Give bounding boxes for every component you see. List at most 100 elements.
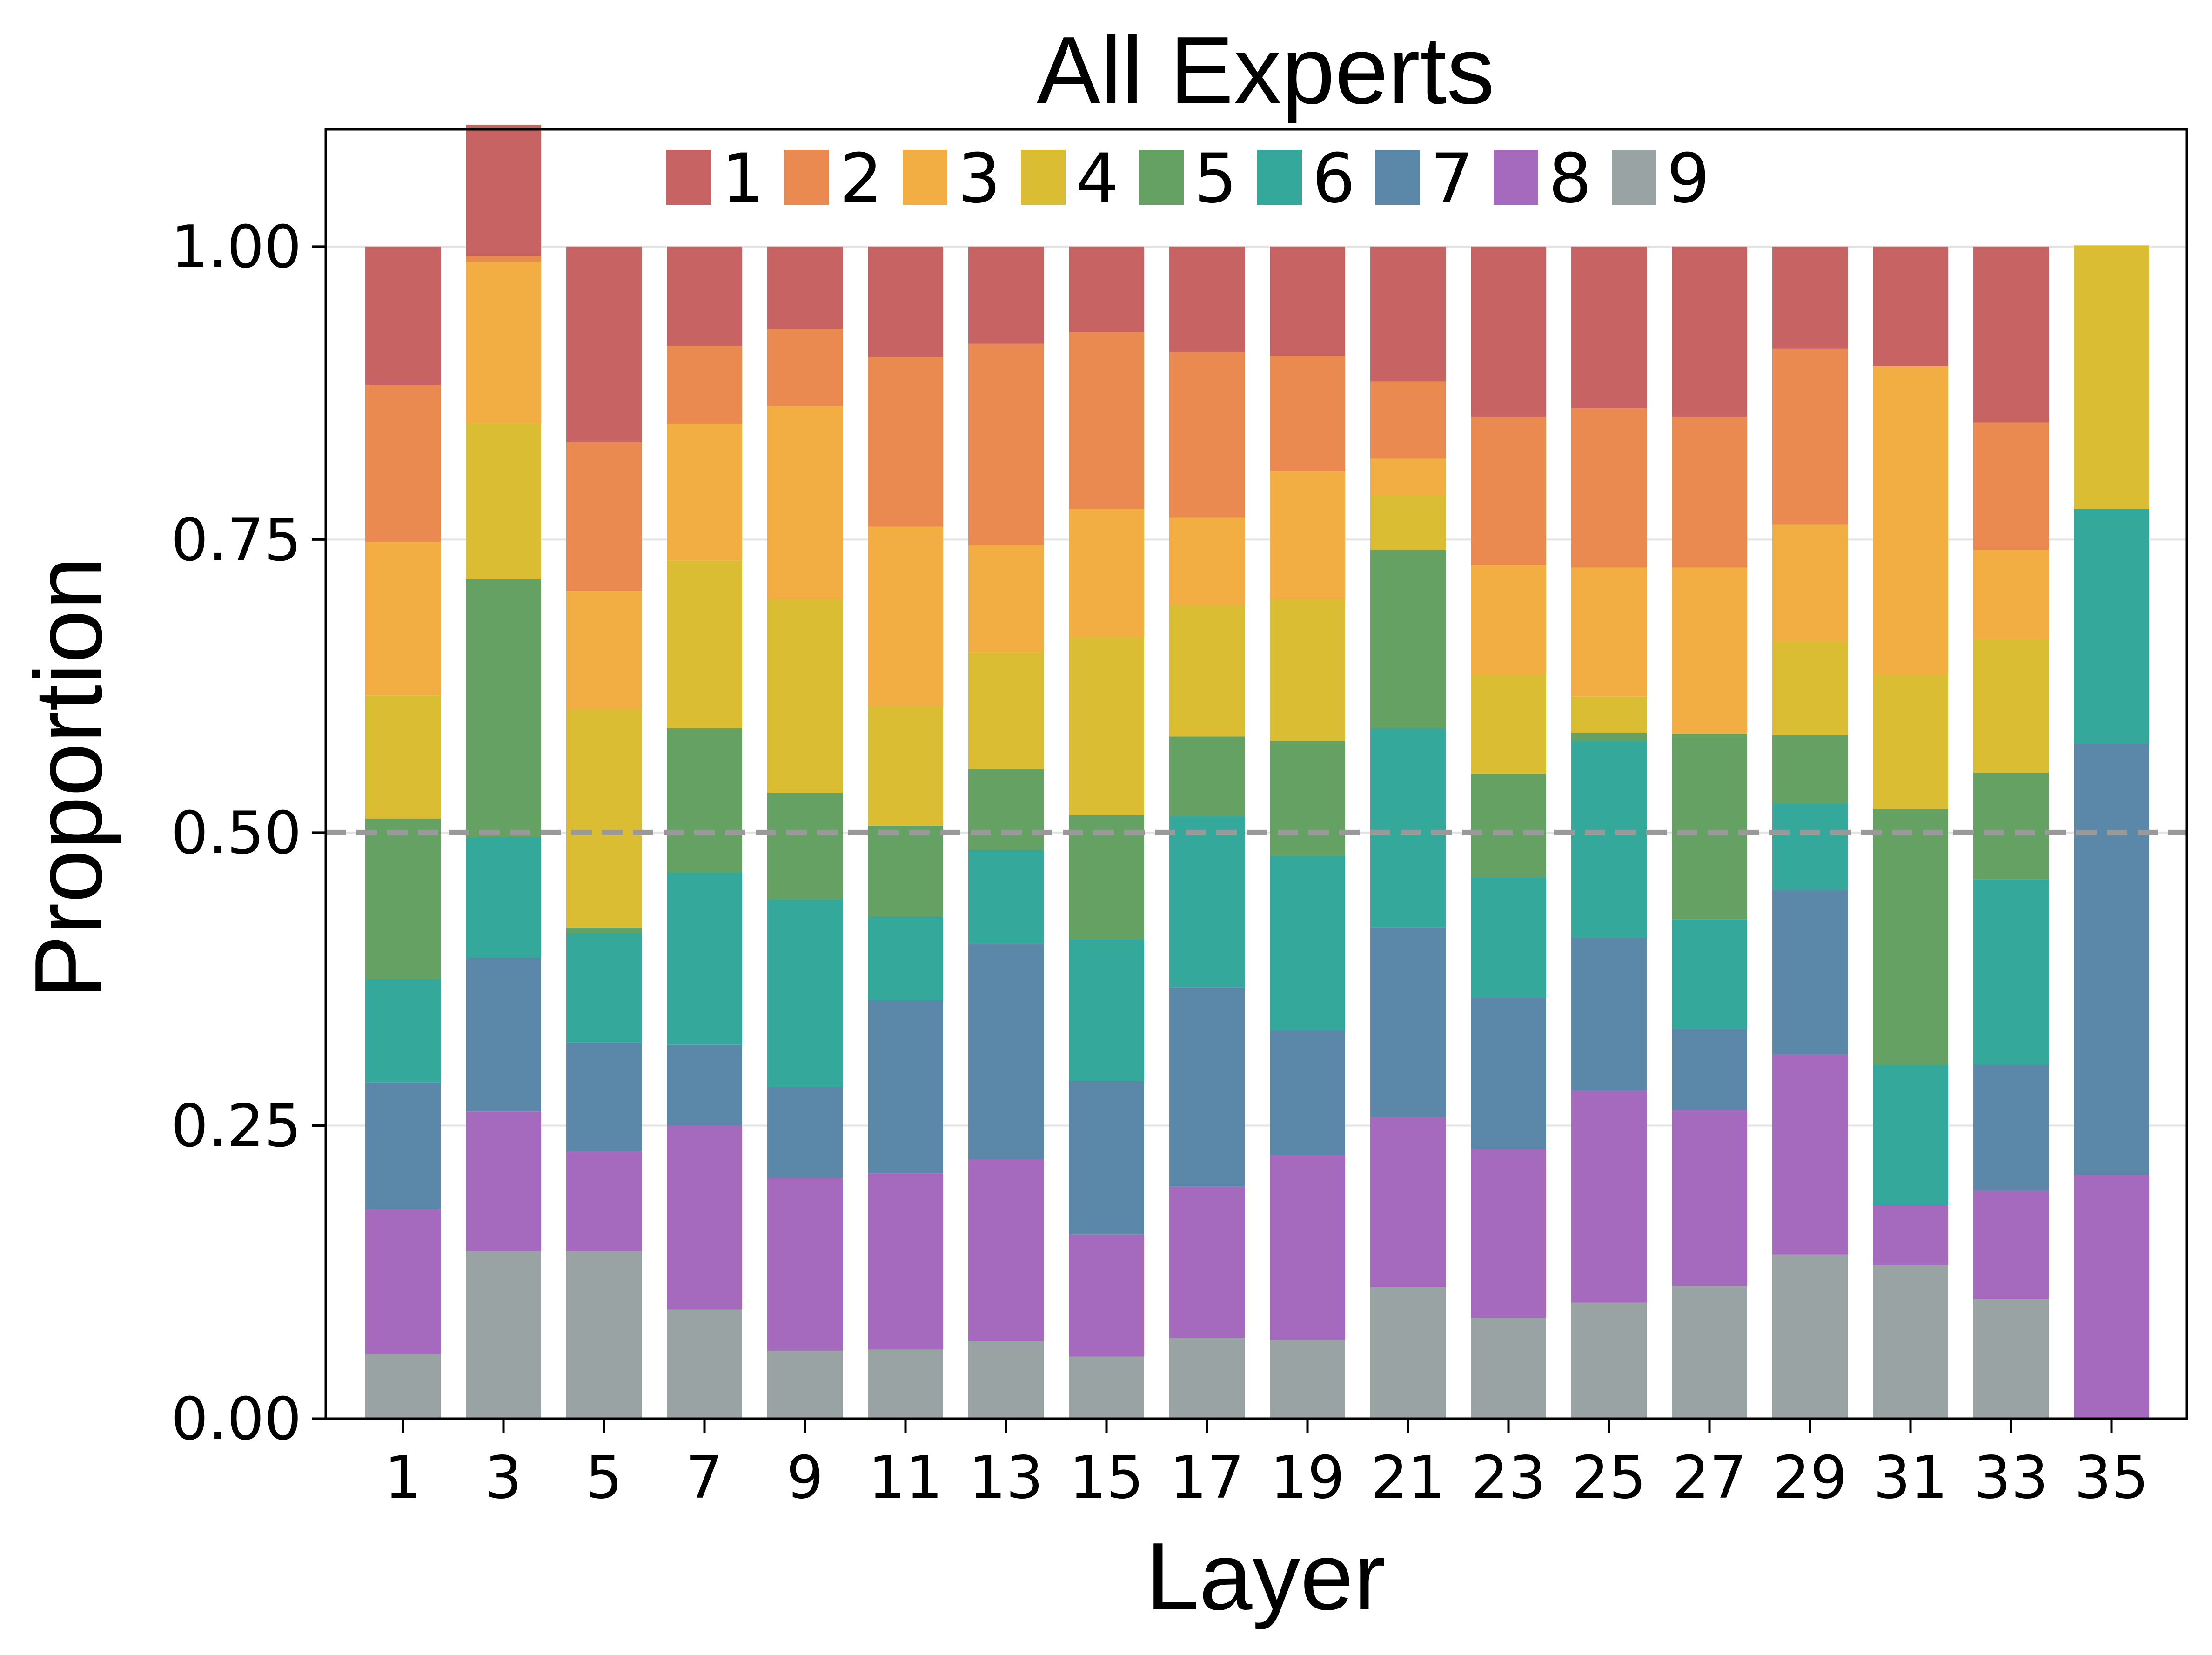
bar-segment-layer-29-expert-5 — [1772, 735, 1848, 803]
bar-segment-layer-11-expert-3 — [868, 526, 943, 706]
y-tick-label: 1.00 — [171, 213, 302, 281]
bar-segment-layer-29-expert-3 — [1772, 524, 1848, 642]
x-axis-label: Layer — [1146, 1523, 1385, 1630]
bar-segment-layer-11-expert-9 — [868, 1349, 943, 1419]
bar-segment-layer-13-expert-3 — [968, 545, 1044, 653]
bar-segment-layer-21-expert-6 — [1370, 728, 1446, 928]
legend-label-5: 5 — [1194, 139, 1237, 218]
legend-label-8: 8 — [1548, 139, 1592, 218]
legend-label-9: 9 — [1667, 139, 1710, 218]
bar-segment-layer-13-expert-4 — [968, 652, 1044, 769]
bar-segment-layer-3-expert-4 — [466, 424, 541, 579]
bar-segment-layer-7-expert-4 — [667, 560, 742, 728]
bar-segment-layer-27-expert-1 — [1672, 246, 1747, 417]
bar-segment-layer-25-expert-4 — [1571, 696, 1647, 733]
bar-segment-layer-19-expert-7 — [1270, 1030, 1345, 1155]
bar-segment-layer-25-expert-9 — [1571, 1302, 1647, 1419]
x-tick-label: 31 — [1873, 1443, 1948, 1512]
bar-segment-layer-23-expert-6 — [1471, 877, 1546, 998]
bar-segment-layer-33-expert-3 — [1973, 550, 2049, 639]
bar-segment-layer-7-expert-8 — [667, 1125, 742, 1310]
bar-segment-layer-5-expert-7 — [566, 1042, 642, 1151]
bar-segment-layer-19-expert-4 — [1270, 599, 1345, 741]
bar-segment-layer-21-expert-5 — [1370, 550, 1446, 728]
bar-segment-layer-15-expert-5 — [1069, 815, 1144, 940]
x-tick-label: 13 — [969, 1443, 1043, 1512]
bar-segment-layer-9-expert-7 — [767, 1087, 843, 1178]
legend-swatch-7 — [1375, 150, 1420, 205]
x-tick-label: 5 — [585, 1443, 623, 1512]
y-tick-label: 0.75 — [171, 505, 302, 574]
y-tick-label: 0.50 — [171, 799, 302, 867]
bar-segment-layer-27-expert-7 — [1672, 1028, 1747, 1110]
x-tick-label: 23 — [1471, 1443, 1546, 1512]
bar-segment-layer-21-expert-7 — [1370, 927, 1446, 1117]
bar-segment-layer-21-expert-3 — [1370, 458, 1446, 495]
bar-segment-layer-35-expert-4 — [2074, 245, 2149, 509]
bar-segment-layer-15-expert-6 — [1069, 939, 1144, 1081]
bar-segment-layer-33-expert-4 — [1973, 639, 2049, 773]
bar-segment-layer-17-expert-5 — [1169, 736, 1245, 816]
bar-segment-layer-21-expert-9 — [1370, 1287, 1446, 1419]
bar-segment-layer-5-expert-9 — [566, 1251, 642, 1419]
bar-segment-layer-31-expert-5 — [1873, 809, 1948, 1065]
bar-segment-layer-23-expert-2 — [1471, 416, 1546, 565]
bar-segment-layer-15-expert-2 — [1069, 332, 1144, 509]
legend-swatch-9 — [1612, 150, 1656, 205]
legend-label-3: 3 — [958, 139, 1001, 218]
bar-segment-layer-9-expert-9 — [767, 1350, 843, 1419]
bar-segment-layer-9-expert-4 — [767, 599, 843, 793]
bar-segment-layer-7-expert-3 — [667, 424, 742, 561]
bar-segment-layer-5-expert-5 — [566, 927, 642, 934]
bar-segment-layer-17-expert-2 — [1169, 352, 1245, 518]
bar-segment-layer-11-expert-4 — [868, 706, 943, 826]
bar-segment-layer-27-expert-4 — [1672, 733, 1747, 734]
bars — [365, 124, 2149, 1419]
x-tick-label: 19 — [1270, 1443, 1345, 1512]
bar-segment-layer-21-expert-2 — [1370, 381, 1446, 459]
bar-segment-layer-15-expert-4 — [1069, 637, 1144, 815]
bar-segment-layer-31-expert-1 — [1873, 246, 1948, 366]
bar-segment-layer-5-expert-4 — [566, 709, 642, 928]
bar-segment-layer-3-expert-8 — [466, 1111, 541, 1251]
chart-title: All Experts — [1037, 17, 1495, 124]
bar-segment-layer-3-expert-9 — [466, 1251, 541, 1419]
bar-segment-layer-21-expert-8 — [1370, 1117, 1446, 1287]
y-axis: 0.00 0.25 0.50 0.75 1.00 — [171, 213, 326, 1453]
bar-segment-layer-19-expert-3 — [1270, 471, 1345, 599]
bar-segment-layer-25-expert-3 — [1571, 567, 1647, 697]
bar-segment-layer-13-expert-5 — [968, 769, 1044, 850]
bar-segment-layer-27-expert-8 — [1672, 1110, 1747, 1286]
bar-segment-layer-19-expert-2 — [1270, 356, 1345, 472]
bar-segment-layer-17-expert-8 — [1169, 1186, 1245, 1338]
bar-segment-layer-9-expert-1 — [767, 246, 843, 329]
bar-segment-layer-35-expert-8 — [2074, 1175, 2149, 1419]
bar-segment-layer-5-expert-2 — [566, 442, 642, 592]
legend-swatch-8 — [1494, 150, 1538, 205]
bar-segment-layer-31-expert-4 — [1873, 674, 1948, 809]
bar-segment-layer-23-expert-5 — [1471, 774, 1546, 877]
bar-segment-layer-33-expert-6 — [1973, 879, 2049, 1065]
bar-segment-layer-13-expert-8 — [968, 1159, 1044, 1341]
bar-segment-layer-7-expert-6 — [667, 872, 742, 1045]
legend-label-2: 2 — [839, 139, 883, 218]
bar-segment-layer-13-expert-7 — [968, 944, 1044, 1160]
bar-segment-layer-25-expert-5 — [1571, 733, 1647, 741]
bar-segment-layer-7-expert-1 — [667, 246, 742, 346]
bar-segment-layer-33-expert-5 — [1973, 773, 2049, 880]
bar-segment-layer-35-expert-7 — [2074, 743, 2149, 1175]
bar-segment-layer-31-expert-6 — [1873, 1064, 1948, 1205]
x-axis: 1 3 5 7 9 11 13 15 17 19 21 23 25 27 29 31 33 35 — [384, 1419, 2149, 1512]
legend-label-6: 6 — [1312, 139, 1355, 218]
bar-segment-layer-13-expert-1 — [968, 246, 1044, 344]
legend-label-4: 4 — [1076, 139, 1119, 218]
y-axis-label: Proportion — [15, 557, 122, 999]
bar-segment-layer-33-expert-2 — [1973, 422, 2049, 551]
bar-segment-layer-29-expert-4 — [1772, 641, 1848, 735]
bar-segment-layer-29-expert-2 — [1772, 348, 1848, 525]
bar-segment-layer-1-expert-7 — [365, 1082, 441, 1209]
bar-segment-layer-3-expert-1 — [466, 124, 541, 256]
bar-segment-layer-21-expert-4 — [1370, 495, 1446, 551]
bar-segment-layer-11-expert-2 — [868, 357, 943, 527]
bar-segment-layer-27-expert-3 — [1672, 567, 1747, 733]
